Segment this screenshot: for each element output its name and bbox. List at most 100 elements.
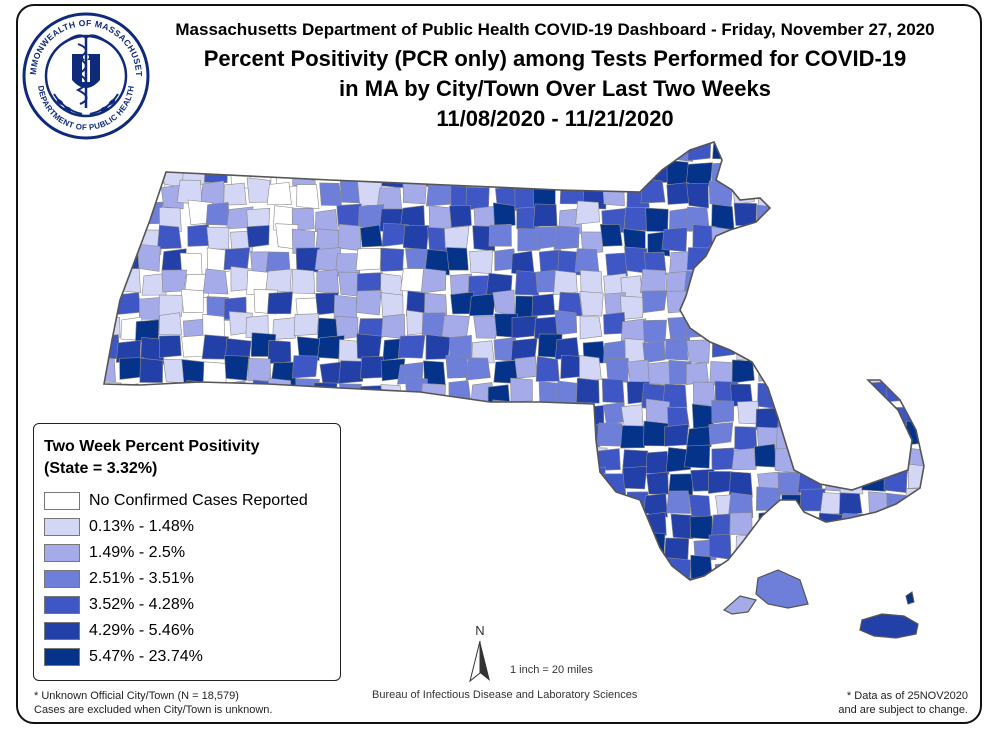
- town-polygon: [532, 582, 558, 604]
- town-polygon: [494, 142, 518, 163]
- town-polygon: [905, 247, 924, 273]
- town-polygon: [860, 227, 887, 253]
- town-polygon: [779, 184, 803, 210]
- town-polygon: [104, 271, 123, 297]
- town-polygon: [775, 356, 799, 380]
- map-legend: Two Week Percent Positivity (State = 3.3…: [33, 423, 341, 681]
- town-polygon: [796, 293, 820, 321]
- town-polygon: [597, 495, 625, 519]
- town-polygon: [292, 355, 319, 379]
- town-polygon: [513, 533, 537, 559]
- town-polygon: [751, 253, 778, 276]
- town-polygon: [686, 247, 712, 271]
- town-polygon: [355, 289, 382, 316]
- town-polygon: [104, 250, 122, 275]
- town-polygon: [339, 451, 366, 478]
- town-polygon: [645, 398, 670, 425]
- town-polygon: [487, 156, 514, 182]
- town-polygon: [469, 426, 495, 450]
- town-polygon: [621, 164, 648, 189]
- town-polygon: [666, 490, 691, 514]
- town-polygon: [597, 532, 623, 555]
- town-polygon: [449, 142, 473, 165]
- town-polygon: [863, 514, 887, 538]
- town-polygon: [511, 315, 537, 339]
- town-polygon: [599, 223, 623, 247]
- town-polygon: [161, 269, 188, 293]
- legend-label: 3.52% - 4.28%: [89, 596, 194, 613]
- town-polygon: [104, 296, 119, 319]
- town-polygon: [247, 357, 272, 382]
- town-polygon: [685, 577, 710, 580]
- town-polygon: [580, 231, 604, 255]
- town-polygon: [818, 512, 843, 539]
- town-polygon: [356, 513, 382, 537]
- town-polygon: [904, 488, 924, 514]
- town-polygon: [296, 336, 321, 362]
- town-polygon: [933, 311, 956, 334]
- town-polygon: [884, 577, 910, 580]
- town-polygon: [224, 380, 248, 405]
- town-polygon: [424, 470, 448, 496]
- town-polygon: [361, 579, 384, 580]
- town-polygon: [889, 205, 915, 230]
- town-polygon: [640, 177, 666, 204]
- town-polygon: [685, 362, 709, 385]
- town-polygon: [933, 384, 955, 406]
- footnote-right-line2: and are subject to change.: [838, 704, 968, 716]
- town-polygon: [575, 200, 600, 225]
- town-polygon: [821, 247, 846, 273]
- town-polygon: [907, 158, 924, 182]
- town-polygon: [535, 164, 559, 188]
- town-polygon: [516, 143, 539, 166]
- town-polygon: [928, 574, 951, 598]
- town-polygon: [641, 290, 668, 314]
- town-polygon: [446, 247, 469, 271]
- town-polygon: [841, 270, 866, 294]
- town-polygon: [380, 424, 404, 451]
- town-polygon: [777, 472, 801, 496]
- town-polygon: [423, 142, 447, 165]
- town-polygon: [638, 532, 666, 556]
- legend-swatch: [44, 544, 80, 562]
- town-polygon: [534, 511, 560, 536]
- town-polygon: [729, 512, 753, 536]
- scale-text: 1 inch = 20 miles: [510, 664, 593, 676]
- town-polygon: [492, 289, 516, 316]
- town-polygon: [400, 514, 424, 542]
- town-polygon: [338, 534, 363, 561]
- town-polygon: [577, 491, 602, 515]
- town-polygon: [485, 491, 511, 518]
- town-polygon: [427, 513, 450, 538]
- town-polygon: [266, 181, 292, 205]
- town-polygon: [556, 581, 578, 603]
- town-polygon: [602, 179, 625, 207]
- town-polygon: [843, 204, 868, 230]
- town-polygon: [929, 249, 951, 274]
- town-polygon: [666, 290, 689, 314]
- town-polygon: [797, 445, 822, 471]
- town-polygon: [290, 142, 314, 163]
- north-label: N: [475, 623, 484, 638]
- town-polygon: [640, 268, 667, 295]
- town-polygon: [162, 384, 186, 408]
- town-polygon: [104, 160, 124, 184]
- town-polygon: [620, 404, 644, 429]
- town-polygon: [517, 228, 541, 252]
- town-polygon: [559, 181, 586, 205]
- town-polygon: [355, 247, 382, 271]
- town-polygon: [341, 514, 365, 538]
- town-polygon: [670, 513, 694, 540]
- town-polygon: [905, 204, 924, 229]
- town-polygon: [883, 269, 911, 295]
- town-polygon: [907, 314, 924, 340]
- town-polygon: [662, 383, 688, 408]
- town-polygon: [801, 142, 825, 162]
- town-polygon: [758, 510, 782, 535]
- town-polygon: [927, 142, 952, 164]
- town-polygon: [444, 451, 469, 475]
- town-polygon: [466, 158, 491, 185]
- nantucket: [859, 613, 919, 639]
- town-polygon: [443, 552, 470, 579]
- legend-item: No Confirmed Cases Reported: [44, 488, 330, 514]
